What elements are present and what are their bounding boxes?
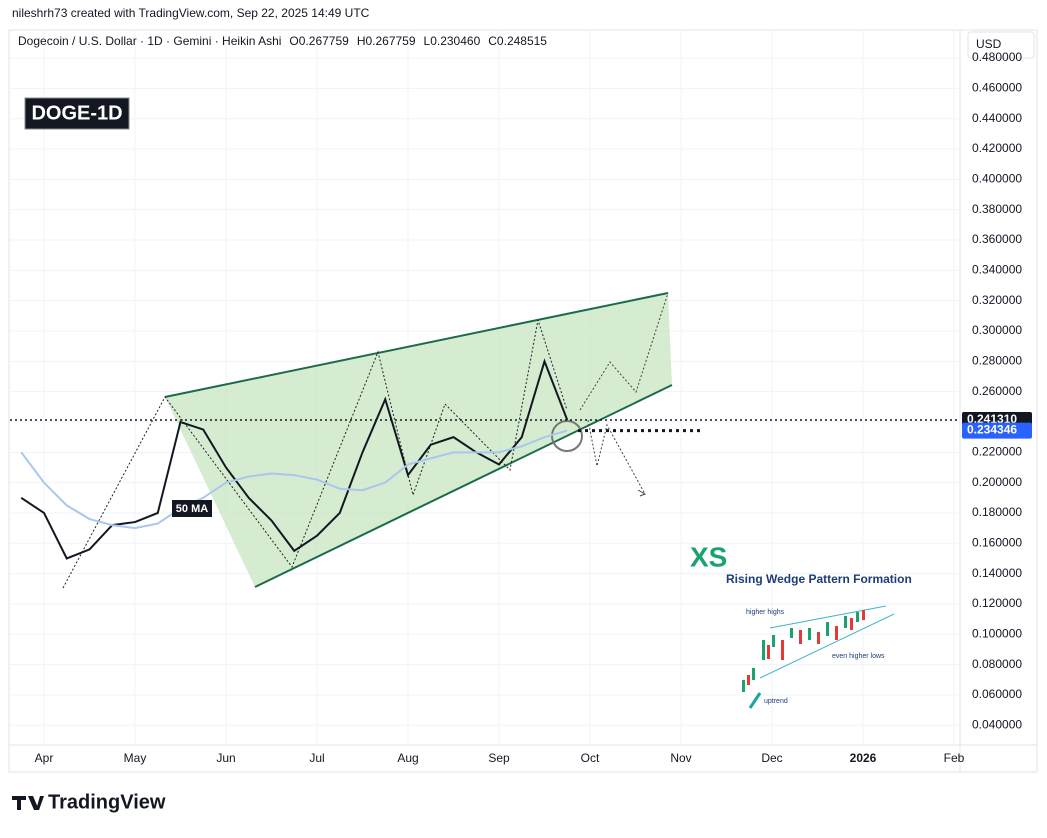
price-label: 0.234346	[967, 423, 1017, 437]
x-tick-label: Oct	[581, 751, 600, 765]
inset-note: even higher lows	[832, 653, 885, 660]
y-tick-label: 0.280000	[972, 354, 1022, 368]
y-tick-label: 0.340000	[972, 263, 1022, 277]
y-tick-label: 0.420000	[972, 141, 1022, 155]
y-tick-label: 0.220000	[972, 444, 1022, 458]
watermark: TradingView	[48, 791, 166, 813]
y-tick-label: 0.140000	[972, 566, 1022, 580]
y-tick-label: 0.360000	[972, 232, 1022, 246]
inset-note: uptrend	[764, 698, 788, 705]
y-tick-label: 0.160000	[972, 535, 1022, 549]
inset-arrow	[748, 692, 762, 709]
x-tick-label: Jul	[309, 751, 324, 765]
x-tick-label: 2026	[850, 751, 877, 765]
y-tick-label: 0.460000	[972, 81, 1022, 95]
ma-label-box	[172, 500, 212, 517]
y-tick-label: 0.480000	[972, 50, 1022, 64]
ma-label: 50 MA	[176, 503, 208, 515]
y-tick-label: 0.260000	[972, 384, 1022, 398]
inset-candles	[742, 612, 859, 692]
inset-title: Rising Wedge Pattern Formation	[726, 572, 912, 586]
x-tick-label: Apr	[35, 751, 54, 765]
inset-note: higher highs	[746, 609, 785, 616]
grid	[10, 30, 960, 745]
inset-logo: XS	[690, 541, 727, 572]
ohlc: H0.267759	[357, 34, 416, 48]
projection-down	[587, 419, 646, 495]
inset-line	[769, 605, 887, 629]
y-tick-label: 0.080000	[972, 657, 1022, 671]
y-tick-label: 0.440000	[972, 111, 1022, 125]
wedge-lower	[254, 384, 673, 588]
legend: Dogecoin / U.S. Dollar · 1D · Gemini · H…	[18, 34, 547, 48]
chart-title: DOGE-1D	[31, 102, 122, 124]
ohlc: O0.267759	[289, 34, 349, 48]
y-tick-label: 0.120000	[972, 596, 1022, 610]
symbol: Dogecoin / U.S. Dollar · 1D · Gemini · H…	[18, 34, 281, 48]
price-label-box	[962, 422, 1032, 439]
x-tick-label: Aug	[397, 751, 418, 765]
ohlc: C0.248515	[488, 34, 547, 48]
title-box	[24, 97, 130, 130]
y-tick-label: 0.060000	[972, 687, 1022, 701]
currency-box[interactable]	[967, 31, 1035, 59]
x-tick-label: Sep	[488, 751, 510, 765]
inset-candles	[747, 610, 865, 685]
y-tick-label: 0.400000	[972, 172, 1022, 186]
x-tick-label: Nov	[670, 751, 691, 765]
arrow-head	[637, 489, 647, 497]
wedge-fill	[165, 293, 672, 587]
y-tick-label: 0.380000	[972, 202, 1022, 216]
tv-logo	[12, 796, 44, 810]
x-tick-label: Feb	[944, 751, 965, 765]
y-tick-label: 0.040000	[972, 717, 1022, 731]
inset-line	[759, 613, 895, 679]
currency[interactable]: USD	[976, 37, 1002, 51]
plot	[10, 358, 960, 560]
y-tick-label: 0.180000	[972, 505, 1022, 519]
ma-line	[20, 429, 568, 530]
ohlc: L0.230460	[424, 34, 481, 48]
y-tick-label: 0.200000	[972, 475, 1022, 489]
y-tick-label: 0.320000	[972, 293, 1022, 307]
projection-up	[579, 292, 669, 411]
y-tick-label: 0.300000	[972, 323, 1022, 337]
x-tick-label: May	[124, 751, 147, 765]
inset: XS Rising Wedge Pattern Formation higher…	[690, 541, 912, 709]
attribution: nileshrh73 created with TradingView.com,…	[12, 6, 370, 20]
x-tick-label: Dec	[761, 751, 782, 765]
wedge-upper	[164, 292, 669, 398]
y-tick-label: 0.100000	[972, 626, 1022, 640]
x-tick-label: Jun	[216, 751, 235, 765]
